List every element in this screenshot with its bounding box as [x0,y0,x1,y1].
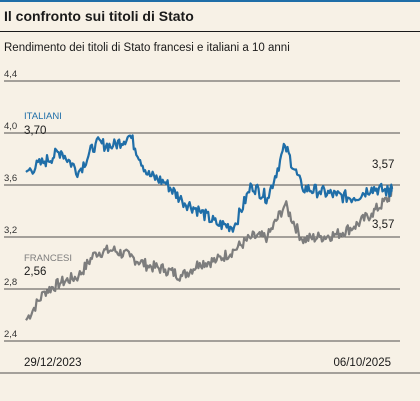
chart-title: Il confronto sui titoli di Stato [4,8,194,24]
italiani-start-value: 3,70 [24,125,46,137]
series-line-italiani [25,134,394,233]
y-tick-label: 2,4 [4,329,17,340]
francesi-start-value: 2,56 [24,266,46,278]
series-label-francesi: FRANCESI [24,253,72,264]
y-tick-label: 4,0 [4,121,17,132]
y-tick-label: 3,2 [4,225,17,236]
x-tick-label-end: 06/10/2025 [333,357,391,369]
y-tick-label: 3,6 [4,173,17,184]
series-label-italiani: ITALIANI [24,111,62,122]
series-line-francesi [25,185,394,321]
y-tick-label: 2,8 [4,277,17,288]
y-tick-label: 4,4 [4,69,17,80]
title-divider [0,31,420,32]
chart-subtitle: Rendimento dei titoli di Stato francesi … [4,42,290,54]
accent-top-bar [0,0,420,2]
francesi-end-value: 3,57 [372,219,394,231]
italiani-end-value: 3,57 [372,159,394,171]
x-tick-label-start: 29/12/2023 [24,357,82,369]
